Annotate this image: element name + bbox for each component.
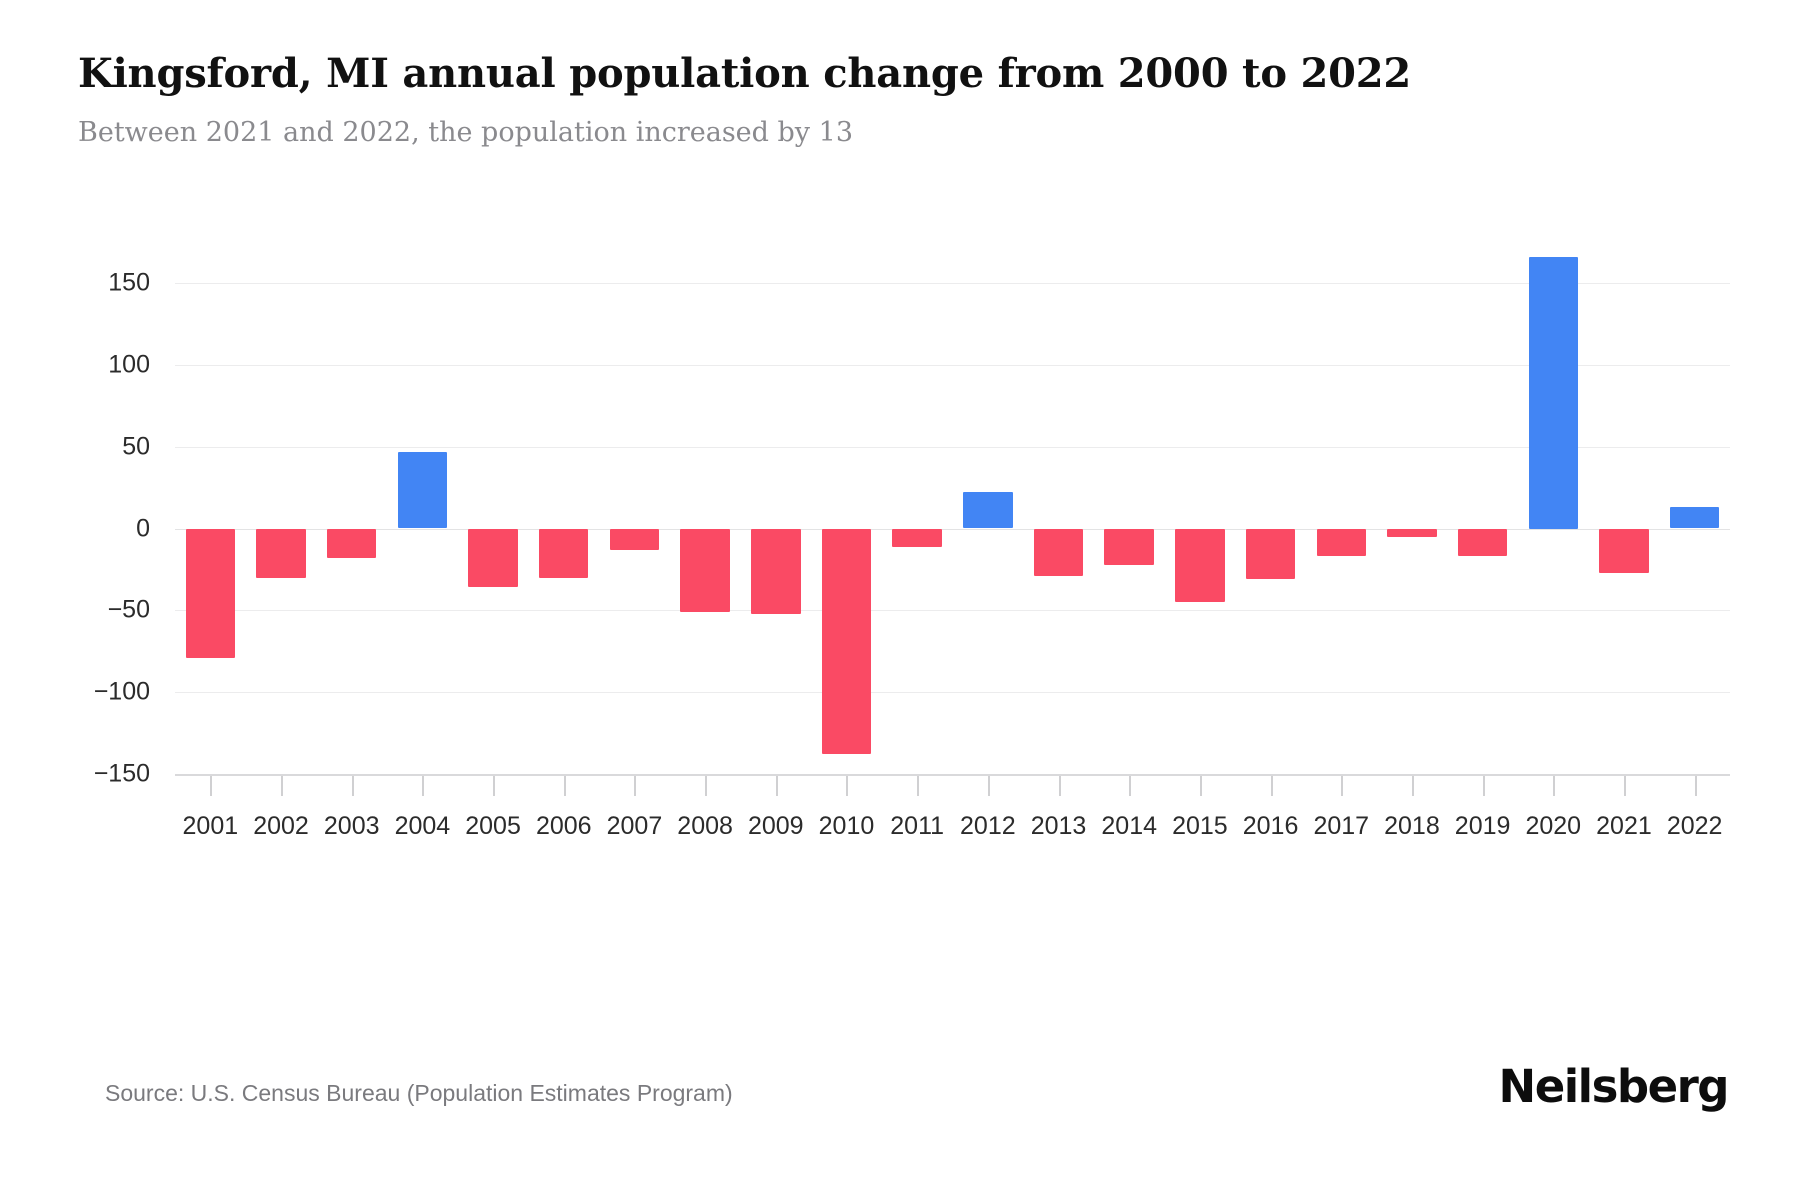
x-axis-label-2008: 2008 bbox=[677, 812, 733, 840]
bar-2012[interactable] bbox=[963, 492, 1013, 529]
bar-2017[interactable] bbox=[1316, 528, 1366, 557]
bar-2001[interactable] bbox=[185, 528, 236, 658]
bar-2008[interactable] bbox=[680, 528, 730, 612]
x-axis-label-2007: 2007 bbox=[606, 812, 663, 840]
x-axis-label-2013: 2013 bbox=[1030, 812, 1087, 840]
x-axis-label-2022: 2022 bbox=[1666, 812, 1723, 840]
bar-2011[interactable] bbox=[892, 528, 942, 547]
x-axis-label-2004: 2004 bbox=[394, 812, 451, 840]
x-axis-label-2021: 2021 bbox=[1596, 812, 1652, 840]
x-axis-tick bbox=[1623, 776, 1626, 796]
bar-2014[interactable] bbox=[1104, 528, 1154, 565]
y-axis-tick-label: −50 bbox=[107, 595, 150, 624]
x-axis-label-2002: 2002 bbox=[253, 812, 309, 840]
x-axis-label-2014: 2014 bbox=[1101, 812, 1158, 840]
x-axis-tick bbox=[1694, 776, 1697, 796]
x-axis-label-2010: 2010 bbox=[818, 812, 875, 840]
x-axis-label-2020: 2020 bbox=[1525, 812, 1582, 840]
x-axis-label-2006: 2006 bbox=[535, 812, 592, 840]
plot-area bbox=[175, 256, 1730, 775]
x-axis-tick bbox=[422, 776, 425, 796]
x-axis-tick bbox=[210, 776, 213, 796]
x-axis-tick bbox=[1482, 776, 1485, 796]
x-axis-label-2015: 2015 bbox=[1172, 812, 1228, 840]
y-axis-tick-label: 100 bbox=[108, 350, 150, 379]
bar-2022[interactable] bbox=[1669, 507, 1720, 529]
bar-2013[interactable] bbox=[1033, 528, 1084, 576]
x-axis-label-2019: 2019 bbox=[1454, 812, 1511, 840]
source-note: Source: U.S. Census Bureau (Population E… bbox=[105, 1080, 733, 1106]
bar-2004[interactable] bbox=[397, 451, 448, 529]
x-axis-tick bbox=[634, 776, 637, 796]
x-axis-tick bbox=[1341, 776, 1344, 796]
x-axis-label-2003: 2003 bbox=[323, 812, 380, 840]
x-axis-tick bbox=[351, 776, 354, 796]
gridline bbox=[175, 283, 1730, 284]
zero-baseline bbox=[175, 528, 1730, 530]
x-axis-tick bbox=[917, 776, 920, 796]
x-axis-tick bbox=[563, 776, 566, 796]
x-axis-tick bbox=[987, 776, 990, 796]
y-axis-tick-label: −150 bbox=[93, 759, 150, 788]
x-axis-tick bbox=[1411, 776, 1414, 796]
x-axis-tick bbox=[281, 776, 284, 796]
page-title: Kingsford, MI annual population change f… bbox=[78, 50, 1412, 97]
x-axis-label-2017: 2017 bbox=[1313, 812, 1370, 840]
bar-2005[interactable] bbox=[468, 528, 518, 588]
x-axis-tick bbox=[1058, 776, 1061, 796]
gridline bbox=[175, 692, 1730, 694]
x-axis-tick bbox=[846, 776, 849, 796]
x-axis-tick bbox=[705, 776, 708, 796]
chart-subtitle: Between 2021 and 2022, the population in… bbox=[78, 117, 853, 148]
gridline bbox=[175, 446, 1730, 448]
x-axis-label-2005: 2005 bbox=[465, 812, 521, 840]
x-axis-tick bbox=[1553, 776, 1556, 796]
bar-2016[interactable] bbox=[1245, 528, 1296, 580]
x-axis-label-2012: 2012 bbox=[960, 812, 1016, 840]
bar-2015[interactable] bbox=[1175, 528, 1225, 603]
y-axis-tick-label: 50 bbox=[122, 432, 150, 461]
bar-2019[interactable] bbox=[1457, 528, 1508, 557]
bar-2009[interactable] bbox=[751, 528, 801, 614]
bar-2021[interactable] bbox=[1599, 528, 1649, 573]
x-axis-label-2011: 2011 bbox=[890, 812, 945, 840]
x-axis-label-2016: 2016 bbox=[1242, 812, 1299, 840]
x-axis-label-2018: 2018 bbox=[1384, 812, 1440, 840]
x-axis-tick bbox=[1199, 776, 1202, 796]
bar-2007[interactable] bbox=[609, 528, 660, 550]
gridline bbox=[175, 364, 1730, 366]
x-axis-tick bbox=[493, 776, 496, 796]
y-axis-tick-label: −100 bbox=[93, 677, 150, 706]
y-axis-tick-label: 150 bbox=[108, 268, 150, 297]
x-axis-line bbox=[175, 774, 1730, 776]
brand-logo: Neilsberg bbox=[1498, 1060, 1730, 1113]
bar-2010[interactable] bbox=[821, 528, 872, 755]
bar-2006[interactable] bbox=[539, 528, 589, 578]
gridline bbox=[175, 610, 1730, 612]
x-axis-tick bbox=[1129, 776, 1132, 796]
bar-2018[interactable] bbox=[1387, 528, 1437, 537]
y-axis-tick-label: 0 bbox=[136, 514, 150, 542]
x-axis-label-2001: 2001 bbox=[182, 812, 239, 840]
x-axis-label-2009: 2009 bbox=[747, 812, 804, 840]
x-axis-tick bbox=[1270, 776, 1273, 796]
chart-header: Kingsford, MI annual population change f… bbox=[78, 50, 1728, 150]
bar-2002[interactable] bbox=[256, 528, 306, 578]
x-axis-tick bbox=[775, 776, 778, 796]
bar-2003[interactable] bbox=[326, 528, 377, 558]
bar-2020[interactable] bbox=[1528, 256, 1579, 529]
